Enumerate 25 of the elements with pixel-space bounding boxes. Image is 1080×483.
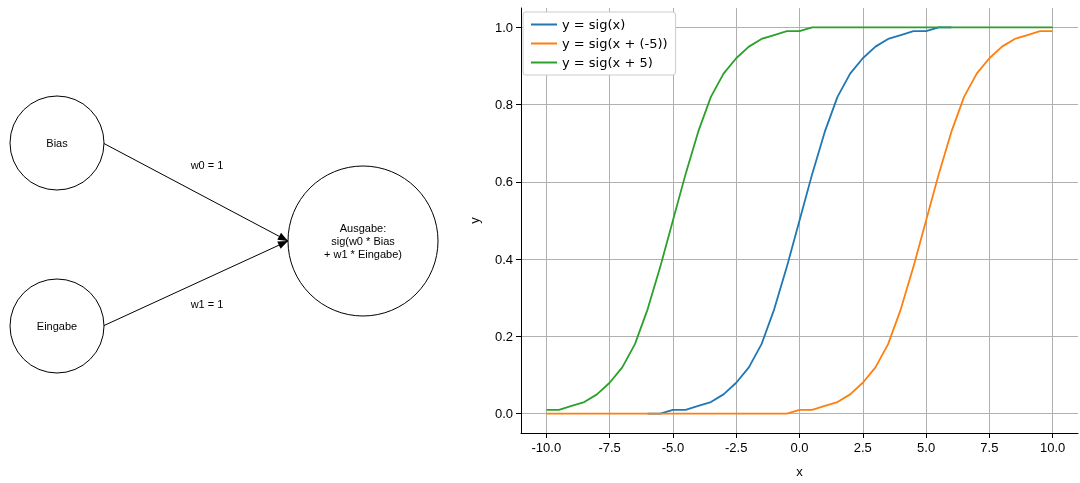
legend-label: y = sig(x) <box>562 17 626 32</box>
x-tick-label: 2.5 <box>853 440 872 455</box>
x-tick-label: 7.5 <box>980 440 999 455</box>
x-tick-label: 0.0 <box>790 440 809 455</box>
text: w1 = 1 <box>189 298 224 310</box>
y-tick-label: 0.6 <box>494 174 513 190</box>
x-tick-label: -5.0 <box>661 440 685 455</box>
x-axis-title: x <box>796 464 804 479</box>
text: Ausgabe: sig(w0 * Bias + w1 * Eingabe) <box>324 222 402 260</box>
text: w0 = 1 <box>189 159 224 171</box>
x-tick-label: 5.0 <box>917 440 936 455</box>
y-tick-label: 0.8 <box>494 97 513 113</box>
y-tick-label: 0.4 <box>494 251 513 267</box>
legend-label: y = sig(x + (-5)) <box>562 36 668 51</box>
y-tick-label: 0.2 <box>494 328 513 344</box>
y-axis-title: y <box>467 216 482 224</box>
x-tick-label: -7.5 <box>598 440 621 455</box>
y-tick-label: 1.0 <box>494 19 513 35</box>
text: Eingabe <box>36 320 78 332</box>
x-tick-label: -2.5 <box>725 440 748 455</box>
x-tick-label: 10.0 <box>1040 440 1066 455</box>
y-tick-label: 0.0 <box>494 406 513 422</box>
x-tick-label: -10.0 <box>531 440 562 455</box>
legend-label: y = sig(x + 5) <box>562 55 653 70</box>
text: Bias <box>46 137 69 149</box>
